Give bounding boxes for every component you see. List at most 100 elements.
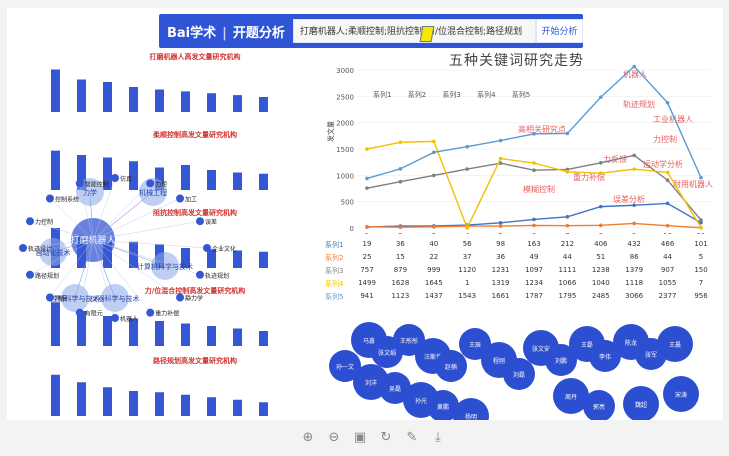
table-cell: 25 bbox=[362, 253, 372, 261]
trend-chart: 五种关键词研究走势 系列1 系列2 系列3 系列4 系列5 0 500 1000 15… bbox=[323, 52, 721, 240]
bar bbox=[181, 165, 190, 190]
table-row-label: 系列5 bbox=[325, 293, 344, 301]
trend-area: 五种关键词研究走势 系列1 系列2 系列3 系列4 系列5 0 500 1000 15… bbox=[323, 52, 721, 420]
table-cell: 1543 bbox=[458, 292, 477, 300]
table-cell: 1066 bbox=[558, 279, 577, 287]
network-leaf-label: 轨迹设计 bbox=[28, 245, 52, 253]
table-cell: 1499 bbox=[358, 279, 376, 287]
panel-2: 柔顺控制高发文量研究机构 bbox=[15, 130, 315, 196]
table-cell: 1118 bbox=[625, 279, 644, 287]
bar bbox=[77, 382, 86, 416]
series-point bbox=[565, 215, 570, 219]
bar bbox=[103, 157, 112, 190]
network-leaf bbox=[26, 217, 35, 226]
bar bbox=[129, 391, 138, 416]
series-line-1 bbox=[366, 202, 702, 228]
network-leaf-label: 有限元 bbox=[85, 310, 103, 318]
series-point bbox=[365, 186, 369, 190]
table-row-label: 系列2 bbox=[325, 254, 344, 262]
network-leaf-label: 力矩 bbox=[155, 180, 167, 188]
table-cell: 1097 bbox=[525, 266, 543, 274]
network-leaf-label: 路径规划 bbox=[35, 272, 59, 280]
network-node[interactable] bbox=[61, 284, 89, 312]
series-point bbox=[699, 218, 703, 222]
y-tick-label: 2500 bbox=[336, 93, 354, 101]
bar bbox=[181, 394, 190, 416]
series-point bbox=[599, 95, 603, 99]
network-node[interactable] bbox=[151, 252, 179, 280]
stream-label: 力控制 bbox=[653, 134, 677, 144]
series-point bbox=[699, 225, 703, 230]
keyword-network: 打磨机器人 力学机械工程自动化技术计算机科学与技术仪器科学与技术控制科学与技术企… bbox=[19, 174, 236, 323]
bar bbox=[207, 93, 216, 112]
series-point bbox=[599, 171, 603, 176]
table-cell: 907 bbox=[660, 266, 675, 274]
table-cell: 5 bbox=[698, 253, 704, 261]
person-bubble[interactable]: 郭亮 bbox=[583, 390, 615, 420]
y-tick-label: 3000 bbox=[336, 67, 354, 75]
search-input[interactable]: 打磨机器人;柔顺控制;阻抗控制;力/位混合控制;路径规划 bbox=[292, 19, 537, 43]
bar bbox=[259, 97, 268, 112]
bar bbox=[77, 155, 86, 190]
table-cell: 86 bbox=[629, 253, 639, 261]
series-point bbox=[632, 64, 636, 69]
bar bbox=[51, 302, 60, 346]
bar bbox=[155, 89, 164, 112]
series-point bbox=[565, 170, 570, 174]
series-point bbox=[432, 173, 436, 178]
table-cell: 941 bbox=[360, 292, 374, 300]
pen-icon[interactable]: ✎ bbox=[406, 429, 418, 445]
person-bubble[interactable]: 刘磊 bbox=[503, 358, 535, 390]
stream-label: 误差分析 bbox=[613, 194, 645, 204]
table-cell: 1120 bbox=[458, 266, 477, 274]
panel-1-bars bbox=[51, 69, 268, 112]
start-analysis-button[interactable]: 开始分析 bbox=[536, 19, 583, 43]
bar bbox=[207, 170, 216, 190]
zoom-in-icon[interactable]: ⊕ bbox=[302, 429, 314, 445]
network-node[interactable] bbox=[39, 238, 67, 266]
baidu-scholar-logo[interactable]: Bai学术 | 开题分析 bbox=[167, 25, 285, 41]
network-leaf bbox=[19, 244, 27, 252]
person-bubble[interactable]: 杨明 bbox=[453, 398, 489, 420]
table-cell: 1437 bbox=[424, 292, 443, 300]
series-point bbox=[632, 221, 636, 226]
person-bubble[interactable]: 王晨 bbox=[657, 326, 693, 362]
bar bbox=[207, 397, 216, 416]
series-point bbox=[498, 161, 503, 165]
person-bubble[interactable]: 赵楠 bbox=[435, 350, 467, 382]
network-leaf bbox=[195, 217, 204, 226]
rotate-icon[interactable]: ↻ bbox=[380, 429, 392, 445]
network-leaf bbox=[146, 308, 155, 317]
table-cell: 1231 bbox=[491, 266, 510, 274]
bar bbox=[233, 172, 242, 190]
left-panels: 打磨机器人高发文量研究机构 柔顺控制高发文量研究机构 阻抗控制高发文量研究机构 … bbox=[15, 52, 315, 416]
series-point bbox=[432, 139, 436, 144]
search-header: Bai学术 | 开题分析 打磨机器人;柔顺控制;阻抗控制;力/位混合控制;路径规划 … bbox=[159, 14, 583, 48]
series-point bbox=[398, 167, 403, 171]
panel-5-bars bbox=[51, 374, 268, 416]
network-node[interactable] bbox=[139, 178, 167, 206]
table-row-label: 系列3 bbox=[325, 267, 344, 275]
network-leaf-label: 轨迹规划 bbox=[205, 272, 229, 280]
table-cell: 101 bbox=[694, 240, 708, 248]
series-point bbox=[465, 144, 469, 149]
table-cell: 879 bbox=[393, 266, 408, 274]
table-cell: 40 bbox=[429, 240, 439, 248]
chart-title: 五种关键词研究走势 bbox=[449, 54, 584, 69]
table-cell: 56 bbox=[462, 240, 472, 248]
fit-icon[interactable]: ▣ bbox=[353, 429, 367, 445]
legend-series-5: 系列5 bbox=[511, 91, 531, 99]
stream-label: 模糊控制 bbox=[523, 184, 555, 194]
network-node[interactable] bbox=[101, 284, 129, 312]
bar bbox=[233, 328, 242, 346]
person-bubble[interactable]: 魏超 bbox=[623, 386, 659, 420]
download-icon[interactable]: ⤓ bbox=[435, 429, 441, 445]
table-cell: 19 bbox=[362, 240, 372, 248]
zoom-out-icon[interactable]: ⊖ bbox=[328, 429, 340, 445]
table-cell: 1040 bbox=[591, 279, 610, 287]
person-bubble[interactable]: 宋涛 bbox=[663, 376, 699, 412]
table-cell: 466 bbox=[660, 240, 675, 248]
network-leaf bbox=[195, 270, 204, 279]
series-point bbox=[398, 140, 403, 145]
bar bbox=[259, 251, 268, 268]
